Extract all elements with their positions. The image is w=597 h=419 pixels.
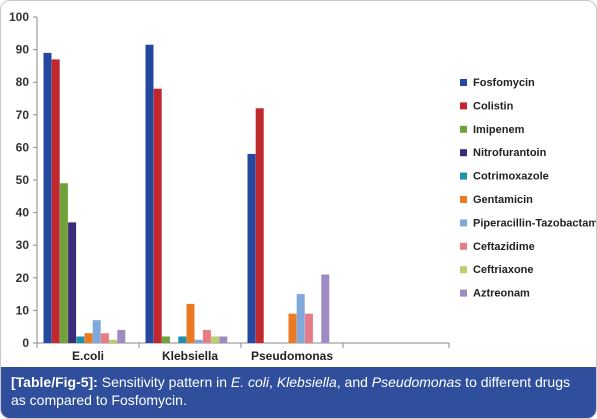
legend-label-fosfomycin: Fosfomycin bbox=[473, 77, 535, 89]
legend-label-nitrofurantoin: Nitrofurantoin bbox=[473, 147, 547, 159]
caption-label: [Table/Fig-5]: bbox=[11, 374, 98, 390]
bar-imipenem-klebsiella bbox=[161, 336, 170, 343]
y-tick-label: 0 bbox=[22, 336, 29, 350]
bar-imipenem-e-coli bbox=[59, 183, 68, 343]
bar-colistin-e-coli bbox=[51, 59, 60, 343]
y-tick-label: 20 bbox=[16, 271, 30, 285]
bar-colistin-pseudomonas bbox=[255, 108, 264, 343]
legend-swatch-gentamicin bbox=[460, 196, 467, 203]
legend-swatch-nitrofurantoin bbox=[460, 149, 467, 157]
legend-swatch-imipenem bbox=[460, 125, 467, 133]
legend-swatch-aztreonam bbox=[460, 289, 467, 297]
bar-ceftazidime-e-coli bbox=[100, 333, 109, 343]
bar-piperacillin-tazobactam-klebsiella bbox=[194, 339, 203, 343]
legend-label-ceftazidime: Ceftazidime bbox=[473, 241, 535, 253]
y-tick-label: 100 bbox=[9, 10, 29, 24]
figure-caption: [Table/Fig-5]: Sensitivity pattern in E.… bbox=[1, 367, 596, 418]
bar-nitrofurantoin-e-coli bbox=[68, 222, 77, 343]
x-tick-label: Pseudomonas bbox=[251, 349, 333, 363]
bar-fosfomycin-klebsiella bbox=[145, 44, 154, 344]
bar-chart: 0 10 20 30 40 50 60 70 80 90 100 E.coli Klebsiella Ps… bbox=[9, 10, 596, 363]
y-tick-label: 70 bbox=[16, 108, 30, 122]
bar-gentamicin-klebsiella bbox=[186, 303, 195, 343]
legend-label-imipenem: Imipenem bbox=[473, 124, 525, 136]
y-tick-label: 30 bbox=[16, 238, 30, 252]
bar-cotrimoxazole-klebsiella bbox=[178, 336, 187, 343]
y-tick-label: 60 bbox=[16, 140, 30, 154]
legend-label-colistin: Colistin bbox=[473, 100, 514, 112]
legend-swatch-ceftazidime bbox=[460, 242, 467, 250]
bar-piperacillin-tazobactam-e-coli bbox=[92, 320, 101, 343]
x-tick-label: Klebsiella bbox=[162, 349, 218, 363]
legend-label-ceftriaxone: Ceftriaxone bbox=[473, 264, 534, 276]
y-tick-label: 50 bbox=[16, 173, 30, 187]
legend-label-aztreonam: Aztreonam bbox=[473, 288, 530, 300]
bar-fosfomycin-e-coli bbox=[43, 52, 52, 344]
caption-text: to different drugs as compared to Fosfom… bbox=[11, 374, 570, 408]
legend-swatch-piperacillin-tazobactam bbox=[460, 219, 467, 227]
caption-organism-ecoli: E. coli bbox=[230, 374, 270, 390]
bar-cotrimoxazole-e-coli bbox=[76, 336, 85, 343]
y-tick-label: 40 bbox=[16, 206, 30, 220]
caption-organism-pseudomonas: Pseudomonas bbox=[371, 374, 462, 390]
y-tick-label: 10 bbox=[16, 303, 30, 317]
legend-label-cotrimoxazole: Cotrimoxazole bbox=[473, 171, 549, 183]
bar-piperacillin-tazobactam-pseudomonas bbox=[296, 294, 305, 343]
bar-aztreonam-e-coli bbox=[117, 329, 126, 343]
caption-organism-klebsiella: Klebsiella bbox=[276, 374, 337, 390]
bar-ceftazidime-klebsiella bbox=[202, 329, 211, 343]
bar-gentamicin-pseudomonas bbox=[288, 313, 297, 343]
legend-swatch-cotrimoxazole bbox=[460, 172, 467, 180]
legend-swatch-colistin bbox=[460, 102, 467, 110]
caption-text: Sensitivity pattern in bbox=[97, 374, 231, 390]
y-tick-label: 80 bbox=[16, 75, 30, 89]
legend-swatch-fosfomycin bbox=[460, 79, 467, 86]
bar-ceftriaxone-klebsiella bbox=[211, 336, 220, 343]
legend-swatch-ceftriaxone bbox=[460, 266, 467, 274]
bar-ceftriaxone-e-coli bbox=[109, 339, 118, 343]
caption-text: , and bbox=[336, 374, 372, 390]
bar-fosfomycin-pseudomonas bbox=[247, 153, 256, 343]
x-tick-label: E.coli bbox=[72, 349, 104, 363]
bar-aztreonam-pseudomonas bbox=[321, 274, 330, 343]
bar-aztreonam-klebsiella bbox=[219, 336, 228, 343]
legend-label-gentamicin: Gentamicin bbox=[473, 194, 533, 206]
caption-text: , bbox=[269, 374, 277, 390]
bar-ceftazidime-pseudomonas bbox=[304, 313, 313, 343]
y-tick-label: 90 bbox=[16, 43, 30, 57]
bar-gentamicin-e-coli bbox=[84, 333, 93, 343]
bar-colistin-klebsiella bbox=[153, 88, 162, 343]
legend-label-piperacillin-tazobactam: Piperacillin-Tazobactam bbox=[473, 217, 596, 229]
